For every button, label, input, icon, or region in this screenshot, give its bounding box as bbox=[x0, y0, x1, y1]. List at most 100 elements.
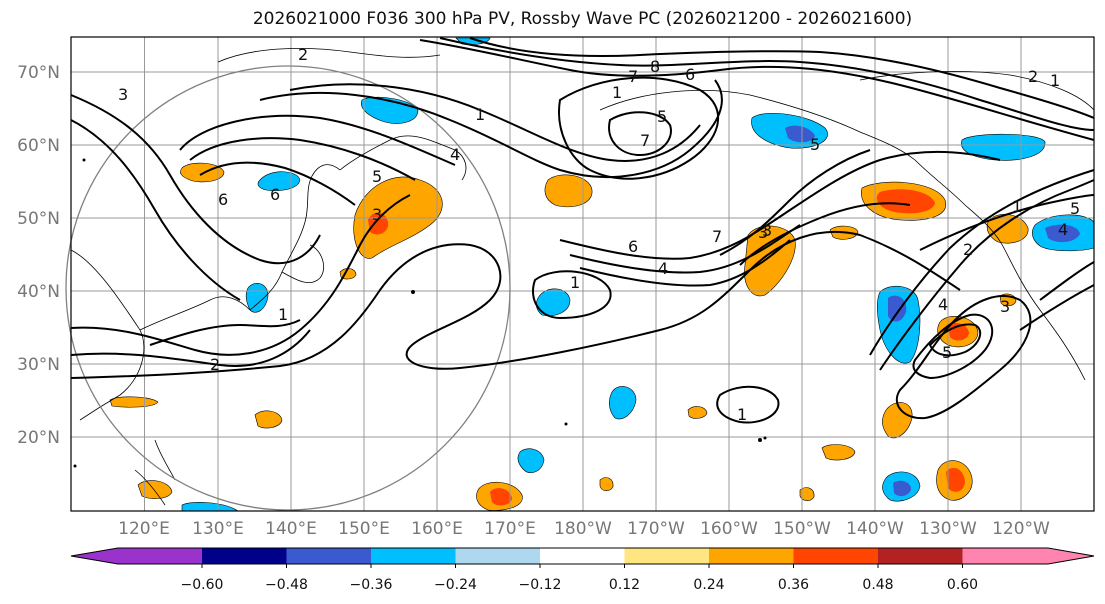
contour-label: 3 bbox=[1000, 297, 1010, 316]
contour-label: 7 bbox=[640, 131, 650, 150]
contour-label: 1 bbox=[570, 273, 580, 292]
shade-pos-small-7 bbox=[137, 480, 173, 499]
contour-label: 4 bbox=[1058, 220, 1068, 239]
contour-label: 3 bbox=[758, 223, 768, 242]
colorbar-segment bbox=[202, 548, 287, 564]
lon-label: 120°E bbox=[118, 519, 170, 539]
contour-label: 2 bbox=[210, 355, 220, 374]
contour-labels: 2 3 1 6 6 4 5 3 2 1 7 8 6 1 5 7 6 7 3 1 … bbox=[118, 45, 1080, 424]
lon-label: 140°W bbox=[846, 519, 904, 539]
shade-pos-small-3 bbox=[687, 406, 708, 419]
shade-pos-small-2 bbox=[254, 410, 283, 429]
shade-neg-mid-3 bbox=[517, 448, 545, 473]
lon-label: 160°E bbox=[411, 519, 463, 539]
contour-label: 2 bbox=[963, 240, 973, 259]
colorbar: −0.60 −0.48 −0.36 −0.24 −0.12 0.12 0.24 … bbox=[70, 547, 1095, 593]
contour-label: 3 bbox=[372, 205, 382, 224]
colorbar-tick-label: 0.48 bbox=[862, 577, 893, 593]
colorbar-segment bbox=[286, 548, 371, 564]
lon-label: 130°E bbox=[192, 519, 244, 539]
lon-label: 150°E bbox=[338, 519, 390, 539]
map-title: 2026021000 F036 300 hPa PV, Rossby Wave … bbox=[252, 9, 913, 29]
lon-label: 180°W bbox=[554, 519, 612, 539]
map-frame bbox=[70, 36, 1095, 512]
islands bbox=[73, 158, 767, 468]
shade-neg-east-pac-core bbox=[888, 295, 907, 322]
contour-label: 8 bbox=[650, 57, 660, 76]
contour-label: 7 bbox=[628, 67, 638, 86]
contour-label: 6 bbox=[628, 237, 638, 256]
lat-label: 50°N bbox=[17, 209, 60, 229]
shade-neg-cal-core bbox=[1045, 224, 1080, 243]
contour-label: 5 bbox=[657, 107, 667, 126]
contour-label: 5 bbox=[942, 343, 952, 362]
colorbar-segment bbox=[878, 548, 963, 564]
contour-label: 1 bbox=[612, 83, 622, 102]
lat-labels: 20°N 30°N 40°N 50°N 60°N 70°N bbox=[17, 63, 60, 448]
contour-label: 4 bbox=[938, 295, 948, 314]
shade-pos-small-10 bbox=[599, 477, 614, 491]
contour-label: 1 bbox=[278, 305, 288, 324]
contour-label: 2 bbox=[1028, 67, 1038, 86]
shade-pos-bering bbox=[544, 174, 593, 208]
colorbar-tick-label: −0.12 bbox=[519, 577, 562, 593]
lat-label: 60°N bbox=[17, 136, 60, 156]
colorbar-tick-label: 0.12 bbox=[609, 577, 640, 593]
colorbar-tick-label: −0.60 bbox=[181, 577, 224, 593]
colorbar-segment bbox=[455, 548, 540, 564]
colorbar-outline bbox=[70, 547, 1095, 565]
colorbar-tick-label: 0.60 bbox=[947, 577, 978, 593]
colorbar-segment bbox=[71, 548, 202, 564]
shade-pos-midpac bbox=[744, 225, 796, 297]
shade-pos-south-1-core bbox=[490, 488, 512, 506]
lon-label: 120°W bbox=[992, 519, 1050, 539]
contour-label: 3 bbox=[118, 85, 128, 104]
pv-shading bbox=[109, 37, 1095, 512]
shade-pos-small-6 bbox=[109, 396, 159, 408]
contour-label: 5 bbox=[372, 167, 382, 186]
contour-label: 4 bbox=[658, 259, 668, 278]
lon-label: 160°W bbox=[700, 519, 758, 539]
lon-label: 130°W bbox=[919, 519, 977, 539]
contour-label: 1 bbox=[475, 105, 485, 124]
shade-neg-south-e-core bbox=[893, 480, 912, 497]
shade-pos-south-2-core bbox=[946, 467, 965, 492]
colorbar-segment bbox=[371, 548, 456, 564]
colorbar-segment bbox=[709, 548, 794, 564]
pv-contours bbox=[70, 37, 1095, 424]
reference-circle bbox=[65, 65, 511, 511]
lat-label: 30°N bbox=[17, 355, 60, 375]
lon-label: 140°E bbox=[265, 519, 317, 539]
contour-label: 5 bbox=[1070, 199, 1080, 218]
shade-neg-sakhalin bbox=[257, 171, 301, 191]
coastlines bbox=[70, 47, 1095, 506]
lon-labels: 120°E 130°E 140°E 150°E 160°E 170°E 180°… bbox=[118, 519, 1050, 539]
colorbar-tick-label: 0.24 bbox=[693, 577, 724, 593]
contour-label: 6 bbox=[218, 190, 228, 209]
shade-neg-alaska-core bbox=[785, 125, 815, 143]
contour-label: 6 bbox=[685, 65, 695, 84]
colorbar-tick-label: −0.24 bbox=[434, 577, 477, 593]
colorbar-segment bbox=[540, 548, 625, 564]
lon-label: 150°W bbox=[773, 519, 831, 539]
colorbar-segment bbox=[962, 548, 1094, 564]
contour-label: 1 bbox=[1012, 197, 1022, 216]
contour-label: 7 bbox=[712, 227, 722, 246]
colorbar-tick-label: −0.48 bbox=[265, 577, 308, 593]
lon-label: 170°E bbox=[484, 519, 536, 539]
shade-pos-small-4 bbox=[821, 444, 856, 461]
lat-label: 70°N bbox=[17, 63, 60, 83]
shade-pos-south-3 bbox=[882, 402, 913, 439]
colorbar-segment bbox=[793, 548, 878, 564]
colorbar-tick-label: 0.36 bbox=[778, 577, 809, 593]
contour-label: 6 bbox=[270, 185, 280, 204]
shade-neg-mid-2 bbox=[609, 386, 637, 420]
contour-label: 5 bbox=[810, 135, 820, 154]
colorbar-segment bbox=[624, 548, 709, 564]
contour-label: 4 bbox=[450, 145, 460, 164]
lat-label: 40°N bbox=[17, 282, 60, 302]
shade-pos-gulf-core bbox=[876, 189, 935, 214]
colorbar-tick-label: −0.36 bbox=[350, 577, 393, 593]
lat-label: 20°N bbox=[17, 428, 60, 448]
